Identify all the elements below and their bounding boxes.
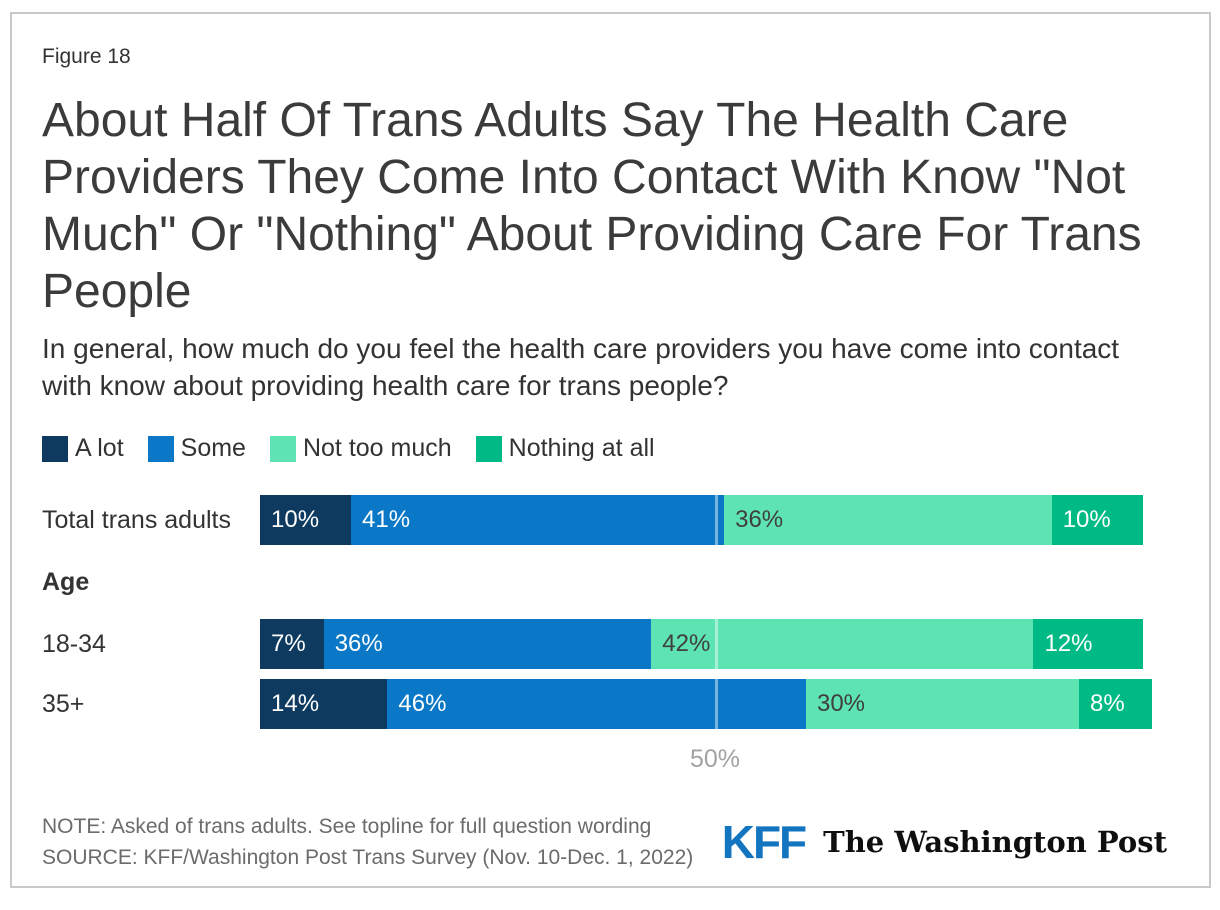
note-text: NOTE: Asked of trans adults. See topline… (42, 815, 652, 838)
bar-row-total-trans-adults: Total trans adults 10% 41% 36% 10% (42, 495, 1179, 545)
legend-item-some[interactable]: Some (147, 434, 246, 463)
bar-segment-not-too-much[interactable]: 30% (805, 679, 1079, 729)
legend-swatch-nothing-at-all (475, 435, 502, 462)
kff-logo[interactable]: KFF (721, 816, 807, 868)
row-label-18-34: 18-34 (42, 629, 106, 658)
footer-notes: NOTE: Asked of trans adults. See topline… (42, 811, 693, 873)
footer-logos: KFF The Washington Post (722, 815, 1179, 869)
legend-item-a-lot[interactable]: A lot (42, 434, 124, 463)
legend-label: Not too much (302, 434, 452, 462)
row-label-35-: 35+ (42, 689, 85, 718)
chart-title: About Half Of Trans Adults Say The Healt… (42, 94, 1142, 318)
bar-segment-a-lot[interactable]: 7% (260, 619, 324, 669)
bar-segment-a-lot[interactable]: 10% (260, 495, 351, 545)
bar-segment-nothing-at-all[interactable]: 12% (1033, 619, 1143, 669)
bar-segment-nothing-at-all[interactable]: 8% (1078, 679, 1152, 729)
legend-swatch-not-too-much (269, 435, 296, 462)
gridline-50 (715, 679, 718, 729)
bar-track: 14% 46% 30% 8% (260, 679, 1170, 729)
bar-segment-some[interactable]: 41% (351, 495, 725, 545)
footer: NOTE: Asked of trans adults. See topline… (42, 811, 1179, 873)
row-label-total-trans-adults: Total trans adults (42, 505, 231, 534)
washington-post-logo[interactable]: The Washington Post (823, 825, 1167, 859)
legend-label: A lot (75, 434, 124, 462)
legend-swatch-a-lot (42, 435, 68, 462)
group-header-age: Age (42, 568, 90, 596)
legend-swatch-some (147, 435, 174, 462)
bar-segment-not-too-much[interactable]: 36% (724, 495, 1052, 545)
bar-segment-some[interactable]: 46% (387, 679, 806, 729)
figure-label: Figure 18 (42, 45, 131, 68)
chart-subtitle: In general, how much do you feel the hea… (42, 333, 1120, 401)
bar-track: 7% 36% 42% 12% (260, 619, 1170, 669)
legend-item-not-too-much[interactable]: Not too much (269, 434, 452, 463)
legend: A lot Some Not too much Nothing at all (42, 434, 1179, 463)
gridline-50 (715, 495, 718, 545)
x-axis-tick-50: 50% (689, 745, 741, 773)
legend-label: Nothing at all (508, 434, 655, 462)
x-axis: 50% (260, 745, 1170, 775)
bar-track: 10% 41% 36% 10% (260, 495, 1170, 545)
gridline-50 (715, 619, 718, 669)
bar-segment-not-too-much[interactable]: 42% (651, 619, 1034, 669)
source-text: SOURCE: KFF/Washington Post Trans Survey… (42, 846, 694, 869)
figure-card: Figure 18 About Half Of Trans Adults Say… (10, 12, 1211, 888)
bar-segment-nothing-at-all[interactable]: 10% (1051, 495, 1143, 545)
bar-segment-a-lot[interactable]: 14% (260, 679, 388, 729)
legend-item-nothing-at-all[interactable]: Nothing at all (475, 434, 655, 463)
legend-label: Some (180, 434, 246, 462)
bar-segment-some[interactable]: 36% (323, 619, 652, 669)
bar-chart: Total trans adults 10% 41% 36% 10% Age 18-34 7%… (42, 495, 1179, 729)
bar-row-18-34: 18-34 7% 36% 42% 12% (42, 619, 1179, 669)
bar-row-35-: 35+ 14% 46% 30% 8% (42, 679, 1179, 729)
